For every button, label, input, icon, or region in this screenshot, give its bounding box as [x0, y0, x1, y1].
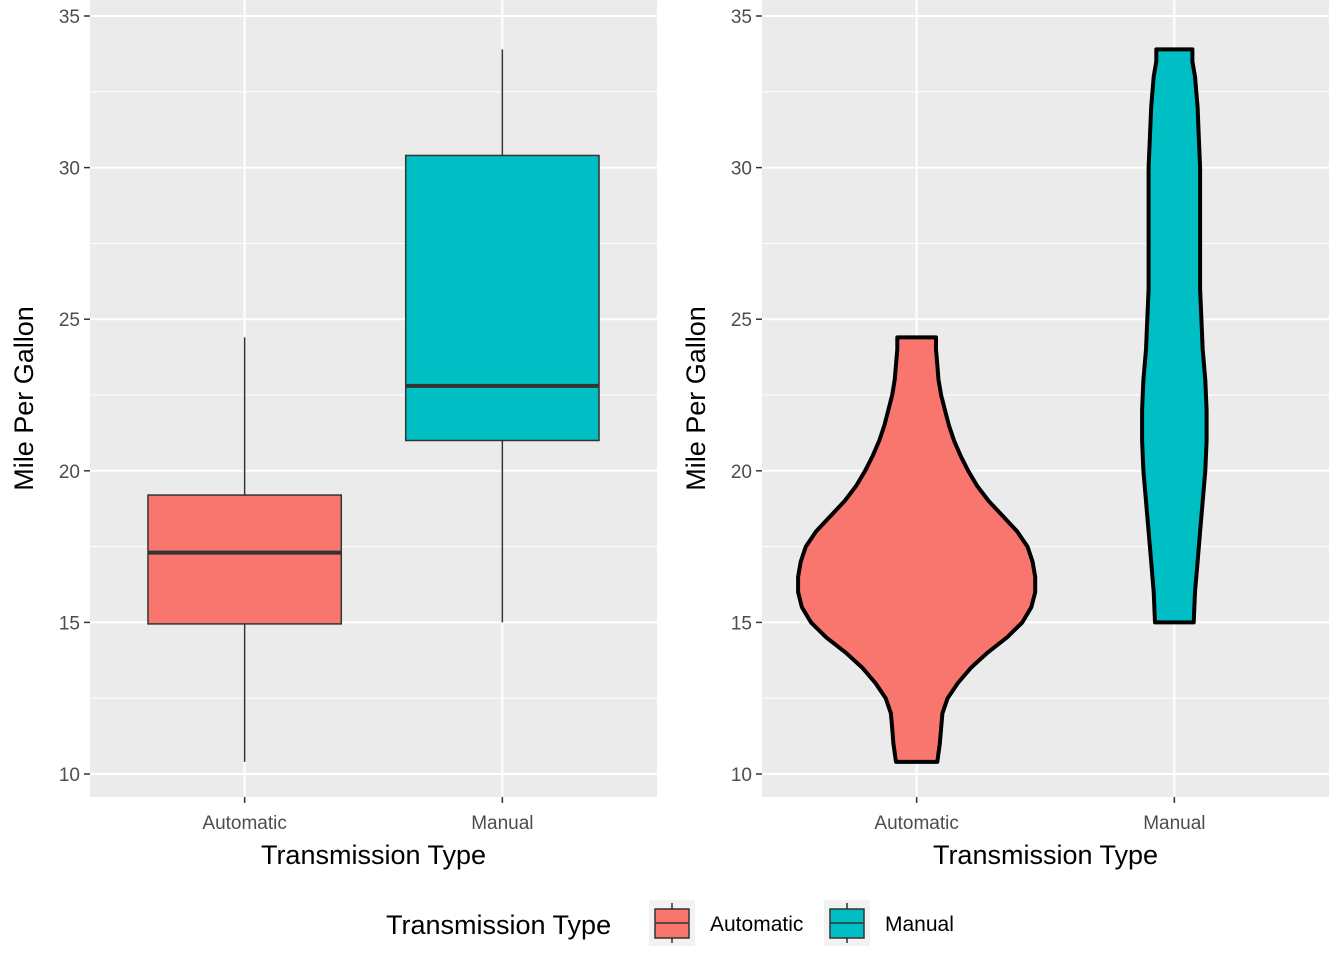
violin-plot-background [762, 0, 1329, 797]
violin-x-axis-title: Transmission Type [933, 840, 1158, 870]
violin-y-tick-label: 20 [731, 462, 752, 483]
box-x-tick-label-automatic: Automatic [202, 813, 286, 834]
box-y-axis-title: Mile Per Gallon [9, 306, 39, 491]
violin-y-tick-label: 15 [731, 613, 752, 634]
box-y-tick-label: 30 [59, 159, 80, 180]
violin-y-tick-label: 30 [731, 159, 752, 180]
box-y-tick-label: 35 [59, 7, 80, 28]
violin-automatic [796, 335, 1038, 764]
violin-x-tick-label-manual: Manual [1143, 813, 1205, 834]
box-y-tick-label: 25 [59, 310, 80, 331]
violin-y-tick-label: 10 [731, 765, 752, 786]
violin-y-axis-title: Mile Per Gallon [681, 306, 711, 491]
box-manual [404, 154, 600, 442]
box-y-tick-label: 15 [59, 613, 80, 634]
box-automatic [147, 494, 343, 625]
legend-item-manual: Manual [824, 900, 954, 946]
legend-label-manual: Manual [885, 913, 954, 936]
box-x-axis-title: Transmission Type [261, 840, 486, 870]
box-y-tick-label: 20 [59, 462, 80, 483]
violin-y-tick-label: 25 [731, 310, 752, 331]
legend: Transmission Type Automatic Manual [386, 900, 954, 946]
legend-item-automatic: Automatic [649, 900, 803, 946]
violin-manual [1140, 47, 1209, 625]
box-y-tick-label: 10 [59, 765, 80, 786]
box-x-tick-label-manual: Manual [471, 813, 533, 834]
boxplot-panel: 10 15 20 25 30 35 Automatic Manual Transmission … [9, 0, 657, 870]
violin-x-tick-label-automatic: Automatic [874, 813, 958, 834]
legend-title: Transmission Type [386, 910, 611, 940]
violin-y-tick-label: 35 [731, 7, 752, 28]
legend-label-automatic: Automatic [710, 913, 803, 936]
violin-panel: 10 15 20 25 30 35 Automatic Manual Transmission … [681, 0, 1329, 870]
